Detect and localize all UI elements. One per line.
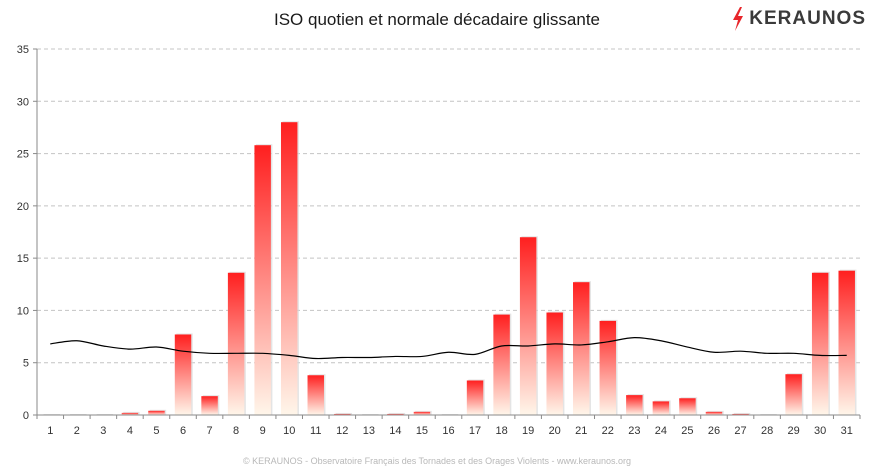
x-tick-label: 9 [260, 425, 266, 437]
gridlines [37, 48, 860, 364]
x-tick-label: 14 [389, 425, 401, 437]
bar [254, 145, 271, 415]
bar [493, 314, 510, 415]
bar [546, 312, 563, 415]
chart-title: ISO quotien et normale décadaire glissan… [273, 10, 601, 29]
x-tick-label: 23 [628, 425, 640, 437]
x-tick-label: 22 [602, 425, 614, 437]
bar [334, 413, 351, 415]
bar [838, 270, 855, 415]
bar [652, 401, 670, 415]
bar [785, 374, 802, 415]
y-tick-label: 35 [17, 44, 29, 56]
x-tick-label: 31 [841, 425, 853, 437]
bar [227, 272, 245, 415]
x-tick-label: 12 [336, 425, 348, 437]
bar [626, 395, 643, 415]
x-tick-label: 15 [416, 425, 428, 437]
y-tick-label: 25 [17, 149, 29, 161]
bar [732, 413, 749, 415]
bar [307, 375, 324, 415]
y-tick-label: 30 [17, 96, 29, 108]
bar [679, 398, 696, 415]
x-tick-label: 16 [442, 425, 454, 437]
x-tick-label: 27 [734, 425, 746, 437]
x-tick-label: 7 [207, 425, 213, 437]
bar [387, 413, 404, 415]
x-tick-label: 5 [153, 425, 159, 437]
bar [466, 380, 484, 415]
bar [413, 411, 431, 415]
x-tick-label: 1 [47, 425, 53, 437]
bar [280, 122, 298, 415]
x-tick-label: 2 [74, 425, 80, 437]
x-tick-label: 26 [708, 425, 720, 437]
x-tick-label: 18 [495, 425, 507, 437]
x-tick-label: 3 [100, 425, 106, 437]
bars [43, 121, 857, 415]
y-tick-label: 15 [17, 253, 29, 265]
normal-line-path [50, 337, 847, 360]
x-tick-label: 30 [814, 425, 826, 437]
x-tick-label: 21 [575, 425, 587, 437]
x-tick-label: 8 [233, 425, 239, 437]
keraunos-logo: KERAUNOS [731, 6, 866, 32]
lightning-bolt-icon [733, 7, 744, 31]
x-tick-label: 19 [522, 425, 534, 437]
bar [705, 411, 723, 415]
x-tick-label: 29 [788, 425, 800, 437]
normal-line [50, 337, 847, 360]
y-tick-label: 20 [17, 201, 29, 213]
x-tick-label: 6 [180, 425, 186, 437]
x-tick-label: 25 [681, 425, 693, 437]
bar [573, 282, 590, 415]
y-tick-label: 5 [23, 358, 29, 370]
x-tick-label: 11 [310, 425, 321, 437]
x-tick-label: 13 [363, 425, 375, 437]
x-tick-label: 4 [127, 425, 133, 437]
y-tick-label: 10 [17, 305, 29, 317]
bar [519, 237, 537, 415]
x-tick-label: 17 [469, 425, 481, 437]
x-tick-label: 10 [283, 425, 295, 437]
bar [148, 410, 165, 415]
footer-credit: © KERAUNOS - Observatoire Français des T… [243, 456, 631, 466]
bar [811, 272, 829, 415]
y-tick-label: 0 [23, 410, 29, 422]
logo-text: KERAUNOS [749, 8, 866, 29]
x-tick-label: 24 [655, 425, 667, 437]
bar [121, 412, 139, 415]
bar [174, 334, 192, 415]
bar [599, 320, 617, 415]
x-tick-label: 20 [549, 425, 561, 437]
bar [201, 396, 218, 415]
x-tick-label: 28 [761, 425, 773, 437]
